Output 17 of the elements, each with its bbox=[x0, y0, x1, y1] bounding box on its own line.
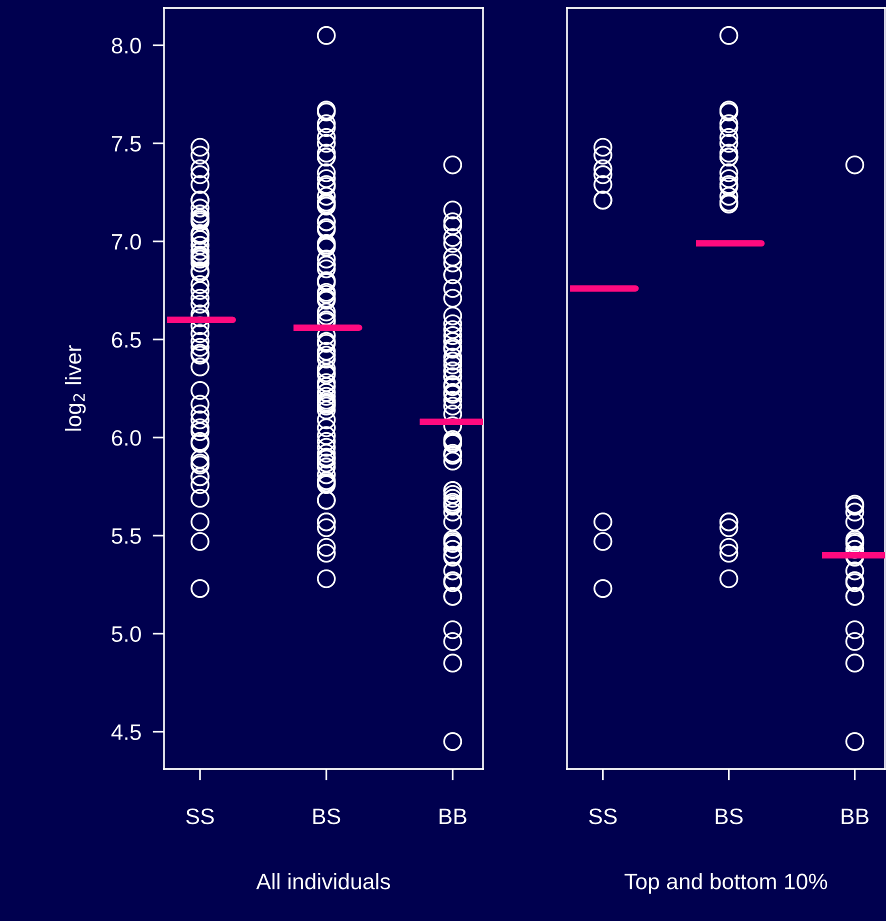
x-tick-label: BS bbox=[716, 808, 743, 824]
y-tick-label: 7.0 bbox=[112, 234, 141, 250]
y-tick-label: 8.0 bbox=[112, 38, 141, 54]
x-tick-label: SS bbox=[589, 808, 617, 824]
x-axis-title: Top and bottom 10% bbox=[624, 873, 828, 894]
y-tick-label: 5.0 bbox=[112, 626, 141, 642]
x-tick-label: BS bbox=[313, 808, 340, 824]
y-tick-label: 6.5 bbox=[112, 332, 141, 348]
x-tick-label: BB bbox=[842, 808, 868, 824]
y-tick-label: 5.5 bbox=[112, 528, 141, 544]
y-tick-label: 7.5 bbox=[112, 136, 141, 152]
x-tick-label: BB bbox=[440, 808, 466, 824]
x-axis-title: All individuals bbox=[256, 873, 390, 890]
y-axis-title: log$_{2}$ liver bbox=[65, 345, 86, 431]
y-tick-label: 6.0 bbox=[112, 430, 141, 446]
y-tick-label: 4.5 bbox=[111, 724, 141, 740]
x-tick-label: SS bbox=[186, 808, 214, 824]
